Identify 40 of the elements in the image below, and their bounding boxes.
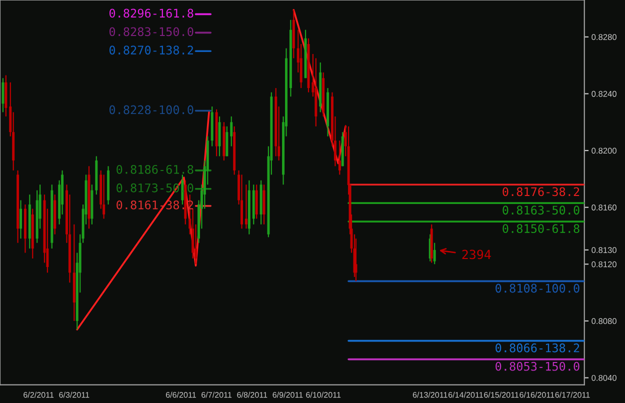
- candlestick: [338, 140, 341, 176]
- y-tick-label: 0.8200: [592, 148, 616, 154]
- series-label: 0.8053-150.0: [496, 362, 580, 371]
- series-label: 0.8270-138.2: [109, 46, 193, 55]
- series-label: 0.8176-38.2: [502, 187, 580, 196]
- x-tick-label: 6/3/2011: [59, 392, 90, 398]
- candlestick: [433, 242, 436, 265]
- annotation: 2394: [462, 250, 491, 260]
- series-label: 0.8108-100.0: [496, 284, 580, 293]
- y-tick-label: 0.8280: [592, 34, 616, 40]
- candlestick: [230, 116, 233, 147]
- x-tick-label: 6/17/2011: [555, 392, 590, 398]
- x-tick-label: 6/9/2011: [272, 392, 303, 398]
- x-tick-label: 6/14/2011: [448, 392, 483, 398]
- x-tick-label: 6/7/2011: [202, 392, 232, 398]
- series-label: 0.8150-61.8: [502, 224, 580, 234]
- series-label: 0.8186-61.8: [116, 164, 194, 174]
- x-tick-label: 6/10/2011: [306, 392, 341, 398]
- candlestick: [102, 174, 106, 220]
- series-label: 0.8066-138.2: [496, 343, 580, 352]
- series-label: 0.8296-161.8: [109, 8, 194, 18]
- x-tick-label: 6/2/2011: [24, 392, 54, 398]
- y-tick-label: 0.8080: [592, 318, 616, 324]
- series-label: 0.8228-100.0: [109, 105, 194, 114]
- series-label: 0.8163-50.0: [502, 206, 580, 215]
- candlestick: [2, 78, 4, 113]
- series-label: 0.8283-150.0: [109, 27, 194, 36]
- x-tick-label: 6/15/2011: [484, 392, 519, 398]
- y-tick-label: 0.8160: [592, 204, 616, 210]
- candlestick: [354, 238, 358, 282]
- candlestick: [20, 200, 22, 240]
- x-tick-label: 6/6/2011: [166, 392, 196, 398]
- x-tick-label: 6/16/2011: [520, 392, 554, 398]
- x-tick-label: 6/8/2011: [237, 392, 268, 398]
- y-tick-label: 0.8240: [592, 90, 616, 97]
- x-tick-label: 6/13/2011: [412, 392, 448, 398]
- y-tick-label: 0.8040: [592, 374, 616, 381]
- candlestick: [244, 184, 248, 230]
- y-tick-label: 0.8120: [592, 261, 616, 268]
- y-tick-label: 0.8130: [592, 247, 616, 254]
